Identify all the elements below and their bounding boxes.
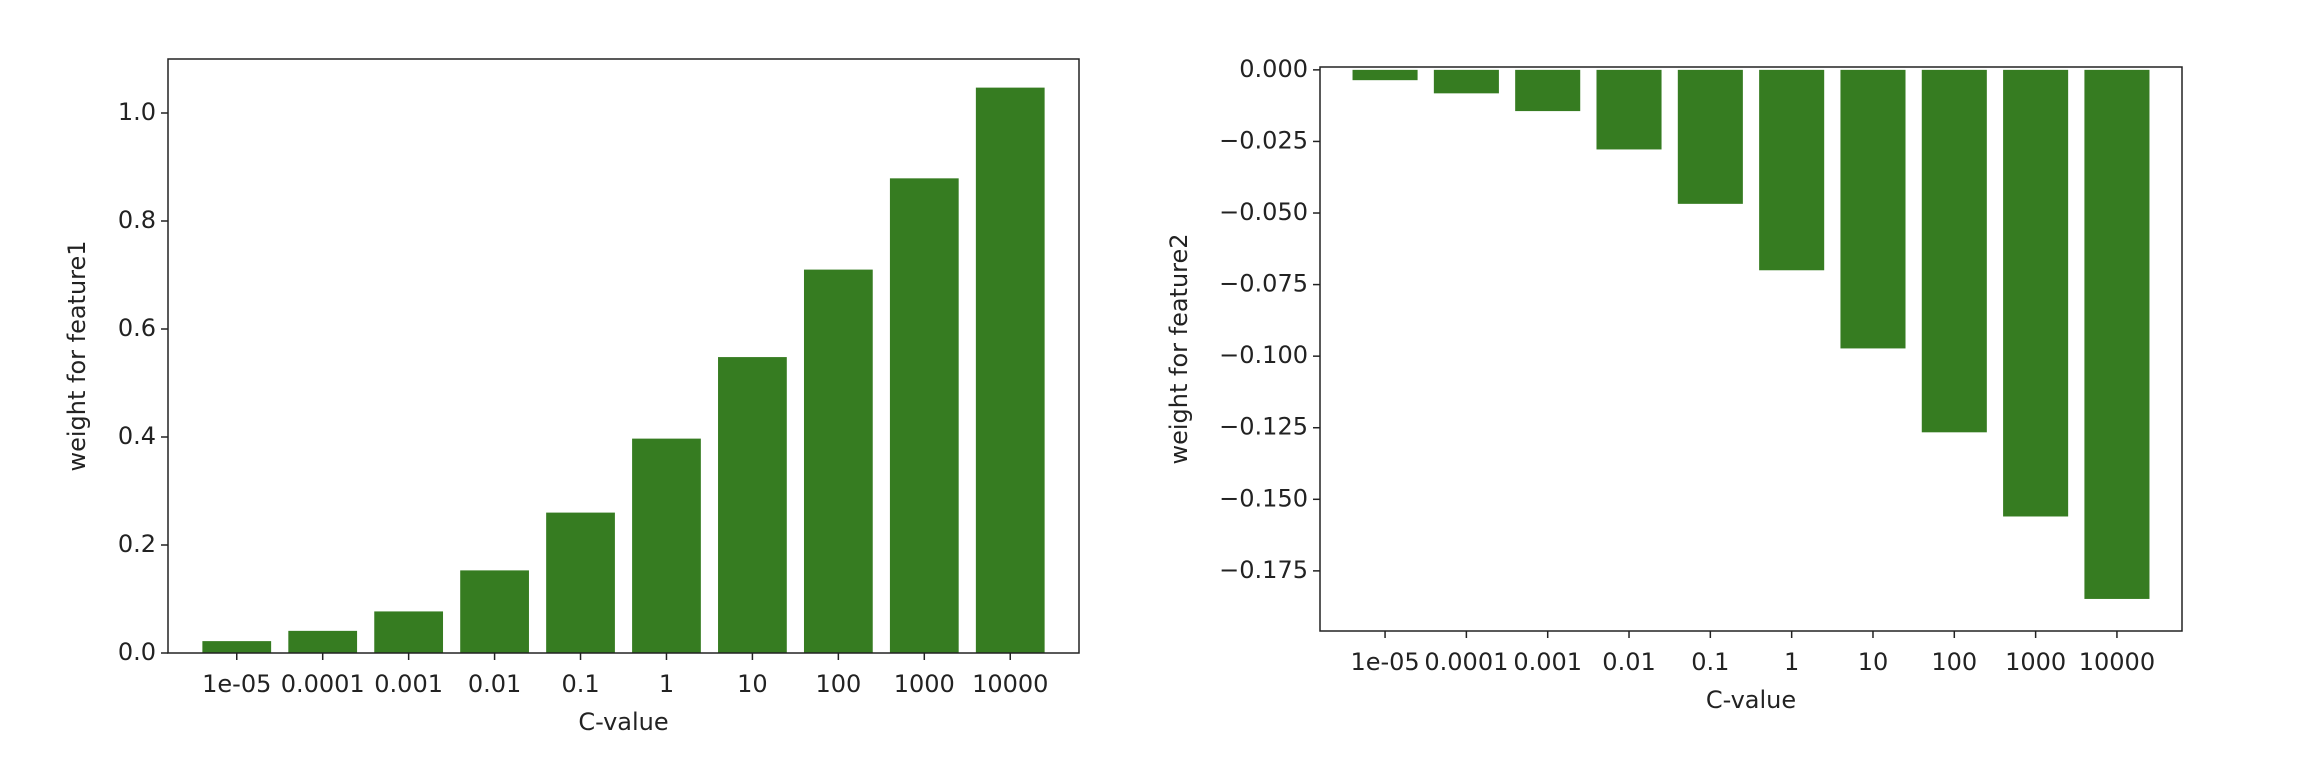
bar (374, 611, 444, 653)
y-tick-label: −0.150 (1219, 484, 1308, 512)
y-tick-label: 0.000 (1239, 55, 1308, 83)
y-tick-label: −0.100 (1219, 341, 1308, 369)
axes-frame (167, 58, 1080, 654)
y-tick-label: −0.175 (1219, 556, 1308, 584)
y-tick-label: 0.2 (118, 530, 156, 558)
bar (460, 570, 529, 653)
y-axis-label: weight for feature2 (1165, 233, 1193, 464)
x-tick-label: 1000 (894, 670, 955, 698)
bar (1840, 69, 1906, 349)
bar (2003, 69, 2069, 517)
x-axis-label: C-value (578, 708, 668, 736)
y-tick-label: −0.050 (1219, 198, 1308, 226)
x-tick-label: 0.0001 (281, 670, 365, 698)
x-tick-label: 0.01 (1602, 648, 1655, 676)
x-tick-label: 0.001 (1513, 648, 1582, 676)
x-tick-label: 1e-05 (1350, 648, 1419, 676)
bar (632, 438, 701, 653)
y-tick-label: 0.6 (118, 314, 156, 342)
y-tick-label: −0.075 (1219, 270, 1308, 298)
x-tick-label: 10 (737, 670, 768, 698)
bar (288, 630, 358, 653)
x-tick-label: 1 (659, 670, 674, 698)
y-tick-label: 1.0 (118, 98, 156, 126)
y-tick-label: 0.0 (118, 638, 156, 666)
x-tick-label: 100 (1931, 648, 1977, 676)
x-tick-label: 10000 (972, 670, 1048, 698)
y-axis-label: weight for feature1 (63, 240, 91, 471)
bar (1596, 69, 1662, 150)
x-tick-label: 1 (1784, 648, 1799, 676)
y-tick-label: −0.025 (1219, 126, 1308, 154)
bar (1515, 69, 1581, 112)
x-tick-label: 0.1 (561, 670, 599, 698)
bar (803, 269, 873, 653)
bar (889, 178, 959, 653)
y-tick-label: 0.8 (118, 206, 156, 234)
axes-frame (1319, 66, 2183, 632)
bar (2084, 69, 2150, 599)
x-axis-label: C-value (1706, 686, 1796, 714)
x-tick-label: 0.001 (374, 670, 443, 698)
x-tick-label: 10 (1858, 648, 1889, 676)
bar (718, 357, 787, 653)
x-tick-label: 1000 (2005, 648, 2066, 676)
bar (1921, 69, 1987, 433)
y-tick-label: −0.125 (1219, 413, 1308, 441)
x-tick-label: 10000 (2079, 648, 2155, 676)
bar (1677, 69, 1743, 204)
bar (1352, 69, 1418, 81)
bar (1759, 69, 1825, 271)
x-tick-label: 0.1 (1691, 648, 1729, 676)
bar (1433, 69, 1499, 94)
bar (546, 512, 615, 653)
bar (975, 87, 1045, 654)
bar (202, 641, 272, 653)
x-tick-label: 0.0001 (1424, 648, 1508, 676)
y-tick-label: 0.4 (118, 422, 156, 450)
x-tick-label: 100 (815, 670, 861, 698)
x-tick-label: 0.01 (468, 670, 521, 698)
x-tick-label: 1e-05 (202, 670, 271, 698)
